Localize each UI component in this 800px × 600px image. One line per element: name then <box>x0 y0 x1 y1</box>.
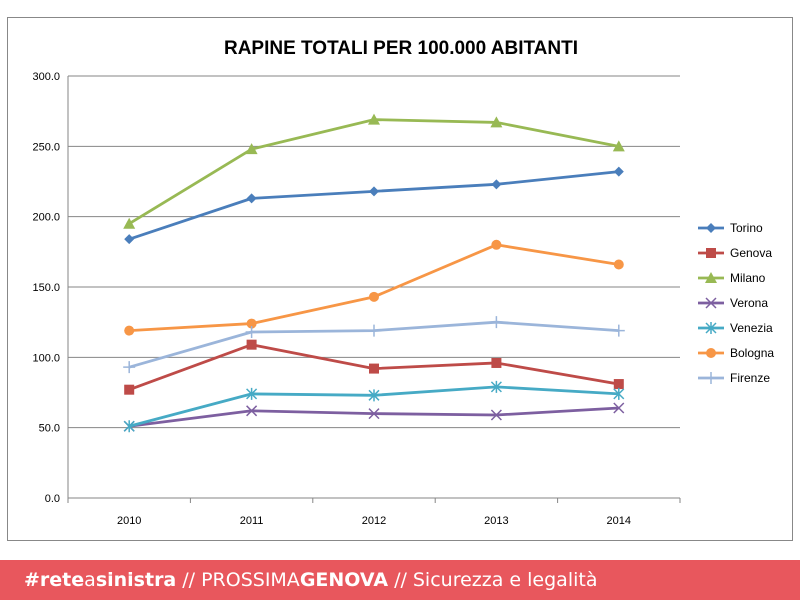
x-tick-label: 2010 <box>117 515 141 527</box>
line-chart: RAPINE TOTALI PER 100.000 ABITANTI 0.0 50.… <box>32 38 774 527</box>
footer-separator-2: // <box>394 569 407 591</box>
legend-marker-verona <box>705 297 717 309</box>
data-point-venezia <box>123 420 135 433</box>
legend-marker-venezia <box>705 322 717 334</box>
data-point-genova <box>613 379 624 390</box>
y-tick-label: 0.0 <box>45 493 60 505</box>
x-tick-label: 2012 <box>362 515 386 527</box>
x-tick-label: 2011 <box>240 515 264 527</box>
data-point-bologna <box>124 325 135 336</box>
legend-label-genova: Genova <box>730 246 772 260</box>
legend-marker-bologna <box>706 348 716 358</box>
footer-brand-part3: sinistra <box>95 569 177 591</box>
footer-bar: #rete a sinistra // PROSSIMA GENOVA // Sicu… <box>0 560 800 600</box>
data-point-verona <box>368 408 380 420</box>
data-point-firenze <box>123 361 136 374</box>
data-point-venezia <box>246 387 258 400</box>
series-line-verona <box>129 406 619 428</box>
y-tick-label: 250.0 <box>32 141 60 153</box>
data-point-torino <box>124 234 135 245</box>
legend-label-milano: Milano <box>730 271 766 285</box>
data-point-bologna <box>491 239 502 250</box>
y-tick-label: 100.0 <box>32 352 60 364</box>
legend-marker-torino <box>706 223 716 233</box>
data-point-milano <box>368 113 380 125</box>
data-point-verona <box>246 405 258 417</box>
series-line-bologna <box>129 243 620 333</box>
data-point-bologna <box>246 318 257 329</box>
data-point-genova <box>369 363 379 374</box>
footer-separator-1: // <box>182 569 196 591</box>
footer-brand-part1: #rete <box>24 569 85 591</box>
data-point-torino <box>491 179 502 190</box>
legend-marker-firenze <box>705 372 717 384</box>
data-point-genova <box>124 384 135 395</box>
chart-frame: RAPINE TOTALI PER 100.000 ABITANTI 0.0 50.… <box>7 17 793 541</box>
legend-marker-milano <box>705 272 717 283</box>
footer-topic: Sicurezza e legalità <box>412 569 598 591</box>
data-point-torino <box>246 193 257 204</box>
y-tick-label: 150.0 <box>32 282 60 294</box>
data-point-firenze <box>245 326 258 339</box>
legend-label-firenze: Firenze <box>730 371 770 385</box>
legend-label-bologna: Bologna <box>730 346 774 360</box>
data-point-bologna <box>369 291 379 302</box>
data-point-verona <box>490 409 502 421</box>
data-point-genova <box>491 357 502 368</box>
data-point-firenze <box>612 324 625 337</box>
chart-title: RAPINE TOTALI PER 100.000 ABITANTI <box>224 38 578 59</box>
data-point-venezia <box>368 389 380 402</box>
footer-project-part2: GENOVA <box>299 569 389 591</box>
data-point-firenze <box>490 316 503 329</box>
legend-label-venezia: Venezia <box>730 321 773 335</box>
legend-label-torino: Torino <box>730 221 763 235</box>
data-point-milano <box>245 143 258 155</box>
data-point-milano <box>612 140 625 152</box>
data-point-venezia <box>490 380 502 393</box>
x-tick-label: 2014 <box>607 515 631 527</box>
y-tick-label: 300.0 <box>32 71 60 83</box>
data-point-torino <box>613 166 624 177</box>
data-point-milano <box>490 116 503 128</box>
x-tick-label: 2013 <box>484 515 508 527</box>
y-tick-label: 200.0 <box>32 212 60 224</box>
footer-brand-part2: a <box>84 569 96 591</box>
legend-label-verona: Verona <box>730 296 768 310</box>
data-point-firenze <box>368 324 380 337</box>
data-point-genova <box>246 339 257 350</box>
data-point-torino <box>369 186 379 197</box>
series-line-milano <box>128 118 620 225</box>
legend-marker-genova <box>706 248 716 258</box>
footer-project-part1: PROSSIMA <box>201 569 300 591</box>
data-point-milano <box>123 217 136 229</box>
data-point-venezia <box>613 387 625 400</box>
series-line-torino <box>128 170 619 241</box>
data-point-bologna <box>613 259 624 270</box>
data-point-verona <box>613 402 625 414</box>
y-tick-label: 50.0 <box>39 423 60 435</box>
